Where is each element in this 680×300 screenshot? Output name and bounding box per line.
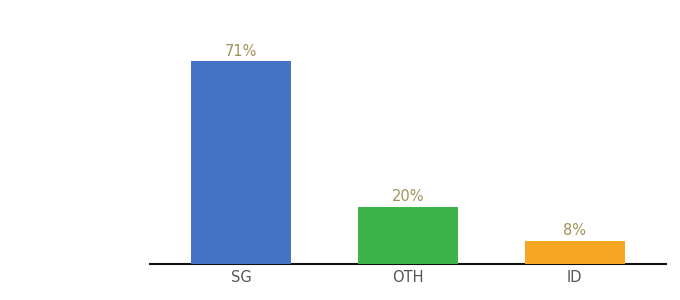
Bar bbox=[525, 241, 625, 264]
Text: 71%: 71% bbox=[225, 44, 258, 59]
Text: 8%: 8% bbox=[563, 223, 586, 238]
Bar bbox=[191, 61, 291, 264]
Text: 20%: 20% bbox=[392, 189, 424, 204]
Bar bbox=[358, 207, 458, 264]
